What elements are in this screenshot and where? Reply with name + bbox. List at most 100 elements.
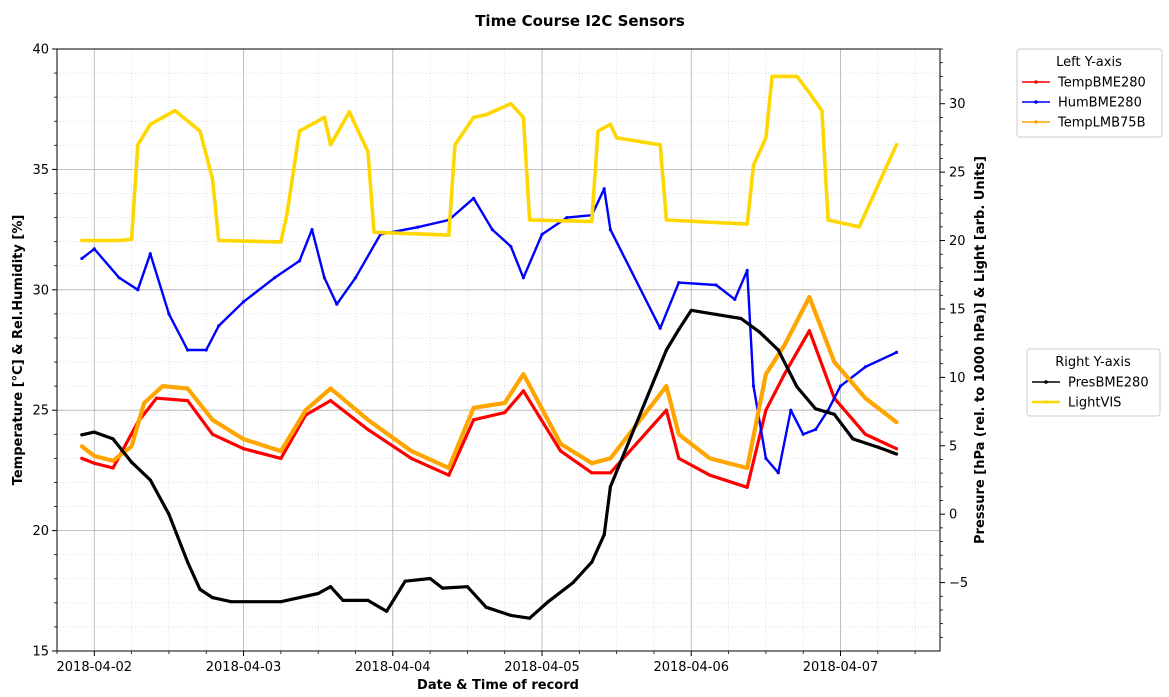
data-point-presbme280 — [210, 596, 215, 600]
data-point-templmb75b — [366, 418, 370, 422]
data-point-templmb75b — [409, 449, 413, 453]
data-point-templmb75b — [186, 386, 190, 391]
data-point-tempbme280 — [708, 473, 712, 477]
legend-right-box — [1026, 348, 1161, 417]
data-point-lightvis — [764, 136, 768, 140]
data-point-humbme280 — [863, 365, 868, 369]
data-point-presbme280 — [608, 485, 613, 489]
data-point-lightvis — [820, 109, 824, 113]
y-right-tick-label: 15 — [949, 302, 966, 317]
data-point-lightvis — [770, 74, 774, 78]
data-point-presbme280 — [876, 445, 880, 449]
data-point-humbme280 — [353, 276, 358, 280]
data-point-lightvis — [894, 143, 899, 147]
data-point-lightvis — [826, 218, 830, 222]
data-point-humbme280 — [565, 216, 569, 220]
data-point-humbme280 — [745, 268, 749, 273]
data-point-humbme280 — [764, 456, 768, 460]
legend-left-items: TempBME280 HumBME280 TempLMB75B — [1022, 76, 1146, 131]
data-point-templmb75b — [745, 466, 749, 470]
data-point-humbme280 — [490, 228, 494, 232]
data-point-lightvis — [590, 219, 594, 223]
data-point-templmb75b — [894, 420, 899, 424]
legend-left: Left Y-axis TempBME280 HumBME280 TempLMB75… — [1016, 48, 1163, 138]
data-point-presbme280 — [130, 460, 134, 464]
data-point-presbme280 — [440, 586, 445, 590]
data-point-lightvis — [198, 129, 202, 133]
legend-label-presbme280: PresBME280 — [1068, 376, 1149, 391]
y-right-tick-label: 25 — [949, 166, 966, 181]
data-point-tempbme280 — [366, 427, 370, 432]
data-point-presbme280 — [148, 478, 152, 482]
data-point-presbme280 — [571, 581, 575, 585]
data-point-lightvis — [615, 136, 619, 140]
y-axis-left-label: Temperature [°C] & Rel.Humidity [%] — [11, 215, 26, 486]
data-point-presbme280 — [664, 348, 669, 352]
data-point-humbme280 — [186, 348, 190, 352]
y-right-tick-label: 10 — [949, 371, 966, 386]
data-point-humbme280 — [322, 276, 326, 280]
data-point-presbme280 — [341, 598, 345, 603]
data-point-lightvis — [148, 122, 152, 126]
data-point-presbme280 — [316, 591, 320, 596]
data-point-humbme280 — [521, 276, 526, 280]
data-point-tempbme280 — [154, 396, 159, 400]
data-point-templmb75b — [807, 295, 812, 299]
data-point-tempbme280 — [503, 411, 507, 415]
data-point-tempbme280 — [677, 456, 681, 460]
data-point-tempbme280 — [745, 485, 749, 489]
data-point-presbme280 — [714, 312, 718, 316]
data-point-tempbme280 — [894, 447, 899, 451]
legend-left-box — [1016, 48, 1163, 138]
data-point-presbme280 — [279, 600, 283, 604]
data-point-presbme280 — [546, 600, 550, 604]
data-point-tempbme280 — [559, 449, 563, 453]
data-point-presbme280 — [403, 579, 407, 583]
y-left-tick-label: 20 — [32, 524, 49, 539]
data-point-templmb75b — [782, 343, 787, 347]
data-point-lightvis — [745, 222, 749, 226]
data-point-humbme280 — [776, 471, 780, 475]
data-point-humbme280 — [602, 187, 606, 191]
data-point-lightvis — [297, 129, 302, 133]
y-right-tick-label: 0 — [949, 508, 957, 523]
data-point-lightvis — [882, 170, 886, 174]
data-point-humbme280 — [136, 288, 140, 292]
data-point-tempbme280 — [92, 461, 96, 465]
data-point-humbme280 — [801, 432, 805, 436]
legend-label-lightvis: LightVIS — [1068, 396, 1121, 411]
data-point-lightvis — [130, 237, 134, 241]
data-point-tempbme280 — [111, 466, 115, 470]
data-point-presbme280 — [465, 585, 469, 589]
data-point-presbme280 — [92, 430, 96, 434]
data-point-tempbme280 — [186, 399, 190, 403]
data-point-tempbme280 — [472, 418, 476, 422]
data-point-templmb75b — [708, 456, 712, 460]
data-point-templmb75b — [130, 444, 134, 448]
legend-label-humbme280: HumBME280 — [1058, 96, 1142, 111]
data-point-presbme280 — [590, 560, 594, 564]
data-point-templmb75b — [142, 401, 146, 405]
data-point-templmb75b — [764, 372, 768, 376]
data-point-templmb75b — [664, 384, 669, 388]
data-point-lightvis — [751, 163, 756, 167]
y-right-tick-label: 30 — [949, 97, 966, 112]
data-point-lightvis — [484, 113, 488, 117]
data-point-humbme280 — [416, 225, 420, 229]
data-point-templmb75b — [111, 459, 115, 463]
data-point-lightvis — [329, 143, 333, 147]
series-layer — [79, 74, 899, 620]
data-point-presbme280 — [528, 616, 532, 620]
legend-label-templmb75b: TempLMB75B — [1057, 116, 1145, 131]
legend-right-title: Right Y-axis — [1055, 355, 1131, 370]
data-point-templmb75b — [210, 418, 215, 422]
data-point-lightvis — [795, 74, 799, 78]
data-point-presbme280 — [832, 412, 836, 416]
data-point-tempbme280 — [590, 471, 594, 475]
y-right-tick-label: 5 — [949, 439, 957, 454]
axes: 15 20 25 30 35 40 −5 0 5 10 15 20 25 30 2018-04-02 2018… — [32, 43, 968, 676]
y-left-tick-label: 40 — [32, 43, 49, 58]
